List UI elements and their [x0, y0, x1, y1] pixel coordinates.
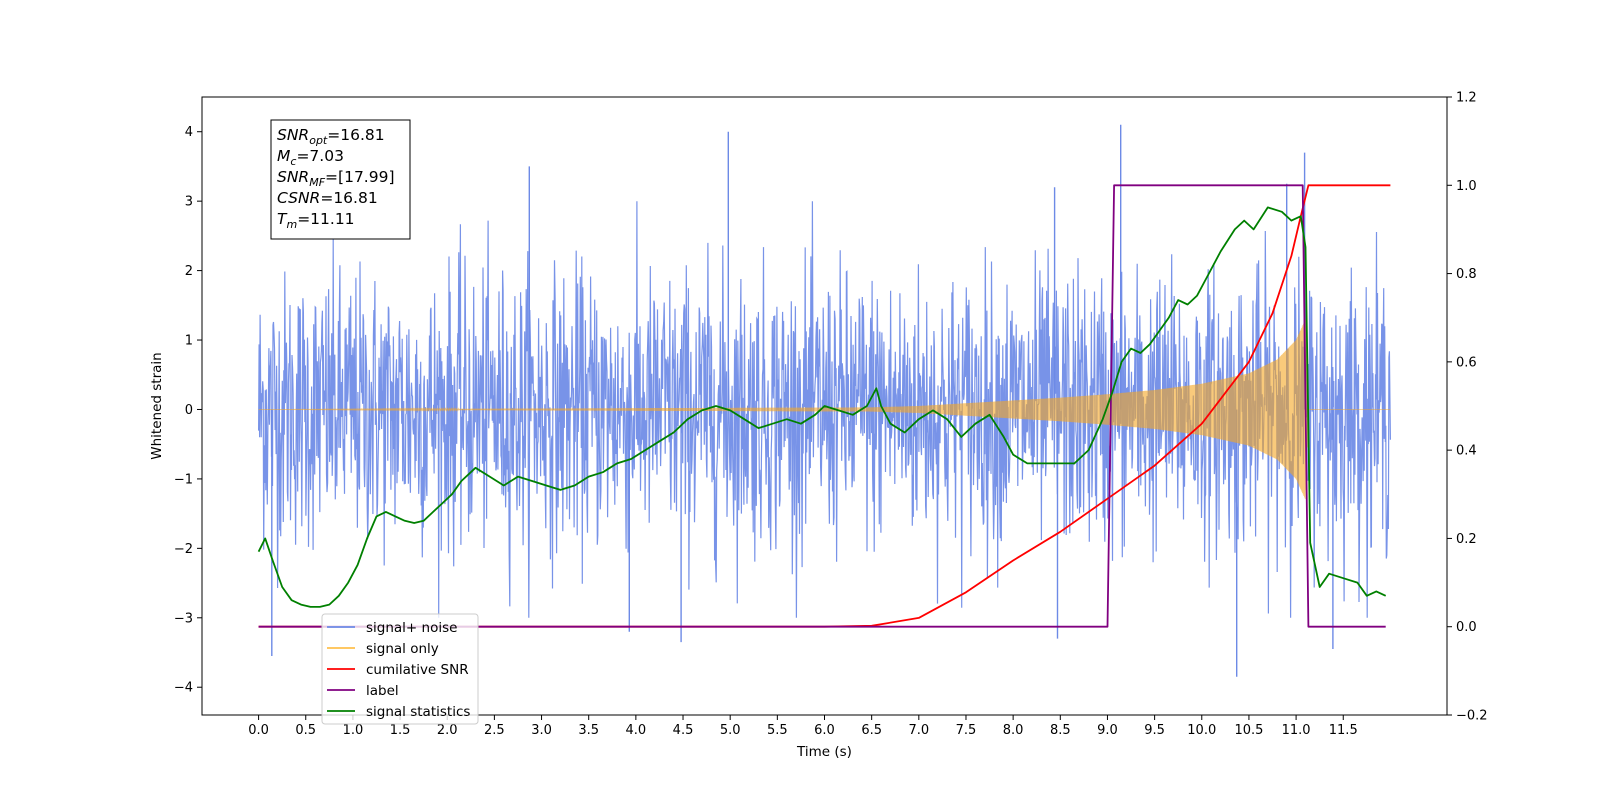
y-axis-title: Whitened strain [149, 352, 165, 459]
legend-label: signal statistics [366, 704, 470, 720]
annotation-symbol: SNR [277, 126, 309, 144]
y-tick-label: −1 [174, 472, 193, 487]
annotation-subscript: c [290, 155, 296, 168]
x-tick-label: 4.0 [626, 723, 647, 738]
y-axis-left: 4 3 2 1 0 −1 −2 −3 −4 [174, 125, 202, 696]
x-tick-label: 2.0 [437, 723, 458, 738]
x-tick-label: 9.0 [1097, 723, 1118, 738]
x-tick-label: 6.5 [861, 723, 882, 738]
legend: signal+ noise signal only cumilative SNR la… [321, 613, 479, 725]
legend-label: signal only [366, 641, 439, 657]
x-axis: 0.0 0.5 1.0 1.5 2.0 2.5 3.0 3.5 4.0 4.5 5.0 5.5 6.0 6… [248, 715, 1358, 738]
y2-tick-label: 0.8 [1456, 267, 1477, 282]
y2-tick-label: 0.2 [1456, 532, 1477, 547]
series-label-line [258, 184, 1386, 628]
annotation-value: =7.03 [296, 147, 344, 165]
annotation-value: =16.81 [327, 126, 384, 144]
y-axis-right: 1.2 1.0 0.8 0.6 0.4 0.2 0.0 −0.2 [1447, 91, 1488, 724]
annotation-line: SNRMF=[17.99] [277, 168, 395, 189]
x-tick-label: 3.0 [531, 723, 552, 738]
annotation-symbol: SNR [277, 168, 309, 186]
x-tick-label: 7.0 [908, 723, 929, 738]
x-tick-label: 3.5 [578, 723, 599, 738]
x-tick-label: 8.0 [1003, 723, 1024, 738]
x-tick-label: 10.0 [1187, 723, 1216, 738]
y2-tick-label: 0.4 [1456, 444, 1477, 459]
x-tick-label: 0.0 [248, 723, 269, 738]
x-tick-label: 10.5 [1234, 723, 1263, 738]
annotation-subscript: opt [309, 134, 328, 147]
y2-tick-label: 0.0 [1456, 620, 1477, 635]
y-tick-label: 4 [185, 125, 193, 140]
y2-tick-label: 1.0 [1456, 179, 1477, 194]
x-tick-label: 8.5 [1050, 723, 1071, 738]
annotation-value: =[17.99] [325, 168, 394, 186]
x-tick-label: 5.0 [720, 723, 741, 738]
annotation-line: Mc=7.03 [277, 147, 344, 168]
annotation-subscript: m [286, 218, 297, 231]
stats-annotation-box: SNRopt=16.81Mc=7.03SNRMF=[17.99]CSNR=16.… [270, 119, 411, 240]
x-tick-label: 11.5 [1329, 723, 1358, 738]
x-tick-label: 6.0 [814, 723, 835, 738]
x-tick-label: 1.0 [343, 723, 364, 738]
annotation-subscript: MF [309, 176, 325, 189]
annotation-symbol: CSNR [277, 189, 320, 207]
x-tick-label: 5.5 [767, 723, 788, 738]
x-tick-label: 11.0 [1282, 723, 1311, 738]
annotation-value: =11.11 [297, 210, 354, 228]
right-axis-series-layer [257, 184, 1391, 628]
y-tick-label: −3 [174, 611, 193, 626]
annotation-line: SNRopt=16.81 [277, 126, 385, 147]
annotation-frame [270, 119, 411, 240]
annotation-line: Tm=11.11 [277, 210, 355, 231]
x-tick-label: 2.5 [484, 723, 505, 738]
series-signal-statistics-line [257, 206, 1387, 608]
y-tick-label: 1 [185, 334, 193, 349]
series-signal-noise-line [258, 201, 1391, 618]
y2-tick-label: 1.2 [1456, 91, 1477, 106]
y2-tick-label: −0.2 [1456, 709, 1488, 724]
signal-series-layer [258, 319, 1391, 500]
x-tick-label: 9.5 [1144, 723, 1165, 738]
y2-tick-label: 0.6 [1456, 355, 1477, 370]
annotation-symbol: M [277, 147, 290, 165]
annotation-symbol: T [277, 210, 288, 228]
series-signal-only-line [258, 319, 1391, 500]
y-tick-label: 3 [185, 195, 193, 210]
annotation-value: =16.81 [320, 189, 377, 207]
legend-label: cumilative SNR [366, 662, 469, 678]
x-tick-label: 7.5 [956, 723, 977, 738]
x-tick-label: 4.5 [673, 723, 694, 738]
x-axis-title: Time (s) [796, 744, 852, 760]
legend-label: signal+ noise [366, 620, 457, 636]
legend-label: label [366, 683, 399, 699]
legend-frame [321, 613, 479, 725]
y-tick-label: 2 [185, 264, 193, 279]
y-tick-label: 0 [185, 403, 193, 418]
annotation-line: CSNR=16.81 [277, 189, 378, 207]
y-tick-label: −4 [174, 681, 193, 696]
y-tick-label: −2 [174, 542, 193, 557]
x-tick-label: 1.5 [390, 723, 411, 738]
x-tick-label: 0.5 [295, 723, 316, 738]
